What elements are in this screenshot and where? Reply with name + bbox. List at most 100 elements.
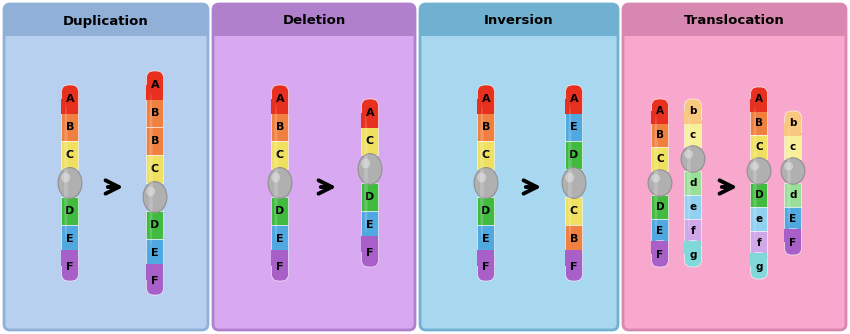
- Ellipse shape: [474, 168, 498, 198]
- Ellipse shape: [274, 105, 278, 242]
- Text: f: f: [756, 238, 762, 248]
- Text: D: D: [366, 192, 375, 202]
- FancyBboxPatch shape: [751, 253, 768, 279]
- Ellipse shape: [143, 182, 167, 212]
- Ellipse shape: [271, 173, 280, 182]
- Text: C: C: [66, 150, 74, 160]
- FancyBboxPatch shape: [565, 85, 582, 116]
- Text: D: D: [275, 206, 285, 216]
- FancyBboxPatch shape: [271, 250, 288, 281]
- Bar: [5, 17, 207, 36]
- Bar: [478, 197, 495, 225]
- Bar: [785, 135, 802, 159]
- Text: B: B: [275, 122, 284, 132]
- Text: F: F: [790, 238, 796, 248]
- Bar: [751, 111, 768, 135]
- Text: B: B: [65, 122, 74, 132]
- Text: F: F: [570, 262, 578, 272]
- Ellipse shape: [361, 159, 371, 168]
- Ellipse shape: [61, 173, 71, 182]
- Ellipse shape: [681, 146, 705, 172]
- Bar: [478, 113, 495, 141]
- Text: E: E: [366, 220, 374, 230]
- FancyBboxPatch shape: [420, 4, 618, 330]
- Bar: [684, 219, 701, 243]
- Ellipse shape: [781, 158, 805, 184]
- Bar: [684, 240, 701, 254]
- Text: E: E: [151, 248, 159, 258]
- Ellipse shape: [562, 168, 586, 198]
- Bar: [61, 250, 78, 266]
- Bar: [565, 141, 582, 169]
- Bar: [361, 127, 378, 155]
- Text: D: D: [570, 150, 579, 160]
- FancyBboxPatch shape: [651, 99, 668, 125]
- Text: D: D: [481, 206, 490, 216]
- Bar: [214, 17, 414, 36]
- Text: C: C: [656, 154, 664, 164]
- Bar: [651, 123, 668, 147]
- FancyBboxPatch shape: [624, 5, 845, 36]
- Bar: [271, 225, 288, 253]
- Text: B: B: [150, 136, 159, 146]
- Text: A: A: [150, 80, 159, 90]
- Bar: [684, 123, 701, 147]
- Bar: [651, 111, 668, 124]
- Bar: [146, 239, 163, 267]
- Ellipse shape: [785, 162, 793, 170]
- Bar: [146, 211, 163, 239]
- Text: d: d: [689, 178, 697, 188]
- Text: D: D: [150, 220, 160, 230]
- Text: B: B: [755, 118, 763, 128]
- Text: E: E: [570, 122, 578, 132]
- Text: E: E: [66, 234, 74, 244]
- Bar: [565, 197, 582, 225]
- Text: C: C: [755, 142, 762, 152]
- Text: F: F: [276, 262, 284, 272]
- FancyBboxPatch shape: [5, 5, 207, 36]
- Bar: [751, 99, 768, 112]
- Bar: [61, 113, 78, 141]
- Bar: [361, 236, 378, 252]
- Bar: [565, 99, 582, 115]
- Text: F: F: [656, 250, 664, 260]
- Bar: [651, 240, 668, 254]
- Bar: [146, 85, 163, 101]
- Bar: [146, 264, 163, 280]
- Ellipse shape: [568, 105, 572, 242]
- Text: E: E: [656, 226, 664, 236]
- Bar: [478, 250, 495, 266]
- Bar: [624, 17, 845, 36]
- Text: D: D: [65, 206, 75, 216]
- Text: A: A: [656, 106, 664, 116]
- Bar: [651, 147, 668, 171]
- Text: E: E: [790, 214, 796, 224]
- Text: C: C: [570, 206, 578, 216]
- Bar: [361, 211, 378, 239]
- Text: B: B: [656, 130, 664, 140]
- FancyBboxPatch shape: [61, 250, 78, 281]
- Text: f: f: [691, 226, 695, 236]
- Text: A: A: [366, 108, 374, 118]
- Bar: [785, 123, 802, 136]
- Ellipse shape: [787, 125, 790, 226]
- Text: D: D: [655, 202, 665, 212]
- FancyBboxPatch shape: [421, 5, 617, 36]
- FancyBboxPatch shape: [684, 99, 701, 125]
- Text: C: C: [366, 136, 374, 146]
- Bar: [651, 195, 668, 219]
- Ellipse shape: [364, 116, 368, 233]
- Text: C: C: [151, 164, 159, 174]
- Text: c: c: [790, 142, 796, 152]
- Ellipse shape: [358, 154, 382, 184]
- Bar: [361, 183, 378, 211]
- Text: A: A: [275, 94, 284, 104]
- Text: Deletion: Deletion: [282, 14, 346, 27]
- Text: g: g: [689, 250, 697, 260]
- Text: e: e: [689, 202, 696, 212]
- Ellipse shape: [751, 162, 759, 170]
- FancyBboxPatch shape: [478, 85, 495, 116]
- Bar: [61, 197, 78, 225]
- FancyBboxPatch shape: [785, 111, 802, 137]
- Text: F: F: [66, 262, 74, 272]
